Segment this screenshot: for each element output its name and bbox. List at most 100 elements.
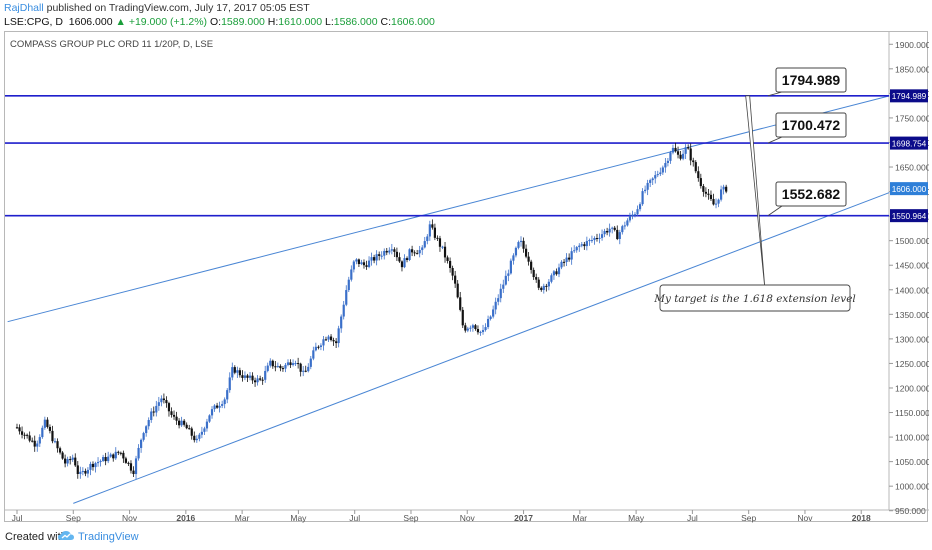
- candle-body: [215, 405, 219, 408]
- level-callout-box: [775, 181, 847, 207]
- candle-body: [23, 434, 26, 436]
- candle-body: [84, 470, 87, 474]
- candle-body: [332, 340, 335, 342]
- candle-body: [266, 365, 269, 371]
- candle-body: [451, 267, 454, 276]
- candle-body: [509, 260, 512, 274]
- x-tick-label: 2016: [176, 513, 195, 523]
- candle-body: [535, 277, 538, 280]
- candle-body: [324, 339, 328, 341]
- candle-body: [714, 203, 718, 205]
- candle-body: [575, 247, 578, 251]
- level-price-tag-bg: [890, 89, 928, 103]
- candle-body: [284, 364, 287, 369]
- candle-body: [456, 283, 459, 298]
- candle-body: [400, 261, 404, 268]
- candle-body: [540, 287, 543, 290]
- candle-body: [18, 427, 21, 432]
- candle-body: [712, 199, 715, 205]
- candle-body: [370, 257, 373, 261]
- candle-body: [519, 240, 523, 243]
- candle-body: [562, 261, 566, 263]
- candle-body: [190, 428, 193, 436]
- candle-body: [514, 247, 518, 256]
- candle-body: [137, 447, 140, 459]
- level-price-tag: 1550.964: [892, 211, 927, 221]
- y-tick-label: 1000.000: [895, 482, 929, 492]
- candle-body: [31, 440, 34, 442]
- candle-body: [58, 448, 62, 453]
- candle-body: [512, 255, 515, 261]
- candle-body: [405, 258, 409, 260]
- ohlc-row: LSE:CPG, D 1606.000 ▲ +19.000 (+1.2%) O:…: [4, 16, 435, 29]
- candle-body: [91, 463, 95, 468]
- candle-body: [373, 257, 376, 261]
- candle-body: [682, 153, 685, 159]
- candle-body: [48, 426, 52, 431]
- candle-body: [264, 370, 267, 380]
- candle-body: [494, 301, 497, 310]
- candle-body: [443, 246, 447, 258]
- candle-body: [289, 362, 292, 366]
- level-price-tag: 1794.989: [892, 91, 927, 101]
- level-price-tag: 1698.754: [892, 138, 927, 148]
- candle-body: [86, 469, 90, 474]
- candle-body: [585, 241, 588, 247]
- candle-body: [329, 336, 333, 341]
- candle-body: [626, 220, 629, 226]
- callout-pointer: [767, 205, 783, 217]
- candle-body: [436, 237, 439, 239]
- candle-body: [497, 298, 500, 302]
- candle-body: [367, 260, 371, 267]
- candle-body: [210, 409, 214, 416]
- candle-body: [253, 380, 257, 383]
- candle-body: [64, 458, 67, 464]
- footer: Created with TradingView: [0, 526, 932, 550]
- open-label: O:: [209, 16, 222, 28]
- x-tick-label: May: [290, 513, 307, 523]
- candle-body: [294, 363, 297, 365]
- candle-body: [170, 411, 173, 415]
- candle-body: [674, 147, 677, 152]
- candle-body: [335, 341, 338, 344]
- x-tick-label: Jul: [687, 513, 698, 523]
- candle-body: [704, 191, 707, 194]
- candle-body: [81, 470, 84, 472]
- candle-body: [76, 465, 79, 475]
- chart-frame[interactable]: 950.000 1000.000 1050.000 1100.000 1150.000 1…: [4, 31, 929, 523]
- candle-body: [646, 182, 649, 190]
- y-tick-label: 1200.000: [895, 383, 929, 393]
- x-tick-label: Mar: [573, 513, 588, 523]
- candle-body: [309, 358, 312, 367]
- candle-body: [433, 227, 436, 238]
- candle-body: [611, 227, 614, 229]
- candle-body: [676, 151, 680, 155]
- candle-body: [61, 452, 64, 459]
- candle-body: [719, 189, 723, 200]
- candle-body: [203, 428, 206, 432]
- candle-body: [421, 247, 424, 251]
- candle-body: [314, 346, 317, 351]
- tradingview-brand[interactable]: TradingView: [78, 531, 139, 543]
- candle-body: [502, 284, 505, 289]
- y-tick-label: 1150.000: [895, 408, 929, 418]
- candle-body: [183, 420, 186, 425]
- candle-body: [595, 238, 599, 240]
- tradingview-cloud-icon[interactable]: [57, 529, 75, 546]
- candle-body: [426, 236, 429, 242]
- candle-body: [403, 258, 406, 268]
- channel-trendline: [7, 95, 890, 323]
- x-tick-label: Jul: [349, 513, 360, 523]
- candle-body: [319, 345, 323, 347]
- candle-body: [618, 232, 621, 240]
- author-link[interactable]: RajDhall: [4, 2, 44, 14]
- level-callout-box: [775, 112, 847, 138]
- candle-body: [200, 431, 203, 435]
- candle-body: [552, 271, 556, 276]
- x-tick-label: Mar: [235, 513, 250, 523]
- candle-body: [532, 269, 535, 278]
- low-label: L:: [325, 16, 334, 28]
- candle-body: [461, 309, 464, 326]
- price-chart[interactable]: 950.000 1000.000 1050.000 1100.000 1150.000 1…: [5, 32, 929, 523]
- candle-body: [99, 460, 102, 463]
